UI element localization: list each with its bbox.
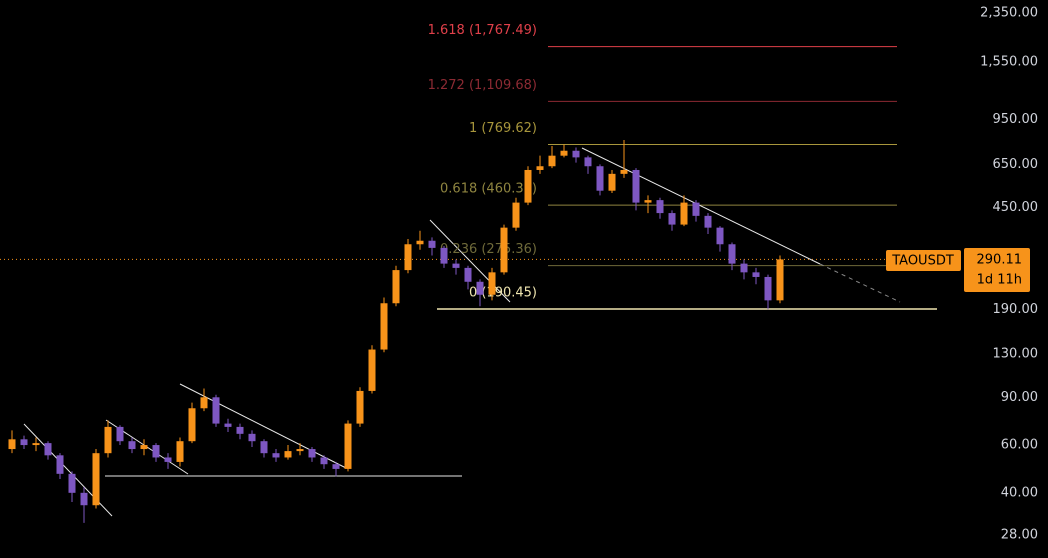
candle-body [188,408,196,442]
candle-body [152,445,160,458]
candle-body [224,423,232,427]
candle-body [140,445,148,450]
candle-body [752,272,760,277]
candle-body [164,457,172,462]
candle-body [80,492,88,506]
candle-body [92,453,100,506]
candle-body [308,449,316,458]
candle-body [8,439,16,450]
candle-body [356,390,364,424]
candle-body [200,397,208,409]
candle-body [416,240,424,245]
candle-body [56,455,64,474]
candle-body [716,227,724,245]
candle-body [320,457,328,465]
candle-body [128,441,136,450]
candle-body [452,263,460,268]
fib-label: 0 (190.45) [469,286,537,301]
candle-body [500,227,508,273]
y-tick-label: 650.00 [993,157,1039,172]
trendlines [23,147,901,517]
y-tick-label: 1,550.00 [980,55,1038,70]
candle-body [764,276,772,301]
trendline-extension [819,263,901,303]
y-tick-label: 190.00 [993,302,1039,317]
candle-body [32,443,40,446]
fib-label: 1.618 (1,767.49) [428,23,537,38]
y-tick-label: 950.00 [993,112,1039,127]
candle-body [776,259,784,301]
trendline [581,147,821,265]
candle-body [104,426,112,454]
candle-body [632,169,640,203]
fib-label: 0.618 (460.30) [440,182,537,197]
candle-body [380,303,388,350]
last-price: 290.11 [977,253,1023,268]
y-tick-label: 450.00 [993,200,1039,215]
candle-body [344,423,352,469]
candle-body [176,441,184,462]
candle-body [644,200,652,203]
y-tick-label: 40.00 [1001,485,1038,500]
candle-body [260,441,268,454]
y-tick-label: 60.00 [1001,438,1038,453]
candle-body [116,426,124,442]
candle-body [212,397,220,424]
y-tick-label: 28.00 [1001,527,1038,542]
candle-body [704,215,712,228]
candle-body [608,173,616,191]
candle-body [476,281,484,295]
fib-label: 0.236 (275.36) [440,242,537,257]
candle-body [692,202,700,216]
candle-body [248,433,256,442]
candle-body [272,453,280,458]
candle-body [560,150,568,156]
trendline [429,219,511,303]
candle-body [332,464,340,469]
candle-body [284,451,292,458]
candle-body [404,244,412,271]
candle-body [20,439,28,446]
candle-body [68,473,76,493]
candle-body [296,449,304,452]
candle-body [656,200,664,214]
candle-body [584,157,592,167]
y-tick-label: 2,350.00 [980,6,1038,21]
symbol-tag [886,250,961,271]
candle-body [596,166,604,191]
candle-body [428,240,436,248]
price-tag [964,248,1030,292]
candle-body [620,169,628,174]
candle-body [512,202,520,228]
fib-label: 1 (769.62) [469,121,537,136]
candle-body [44,443,52,456]
fib-label: 1.272 (1,109.68) [428,78,537,93]
candle-body [524,169,532,203]
y-tick-label: 90.00 [1001,390,1038,405]
candle-body [464,267,472,282]
candle-body [236,426,244,434]
countdown: 1d 11h [977,273,1022,288]
candle-body [440,247,448,264]
candle-body [572,150,580,158]
candle-body [368,349,376,391]
candle-body [740,263,748,273]
candle-body [680,202,688,225]
candle-body [548,155,556,167]
symbol: TAOUSDT [891,254,954,269]
y-tick-label: 130.00 [993,346,1039,361]
candle-body [728,244,736,264]
trendline [179,383,347,469]
candle-body [392,270,400,304]
candle-body [668,213,676,225]
candle-body [488,272,496,295]
candle-body [536,166,544,170]
